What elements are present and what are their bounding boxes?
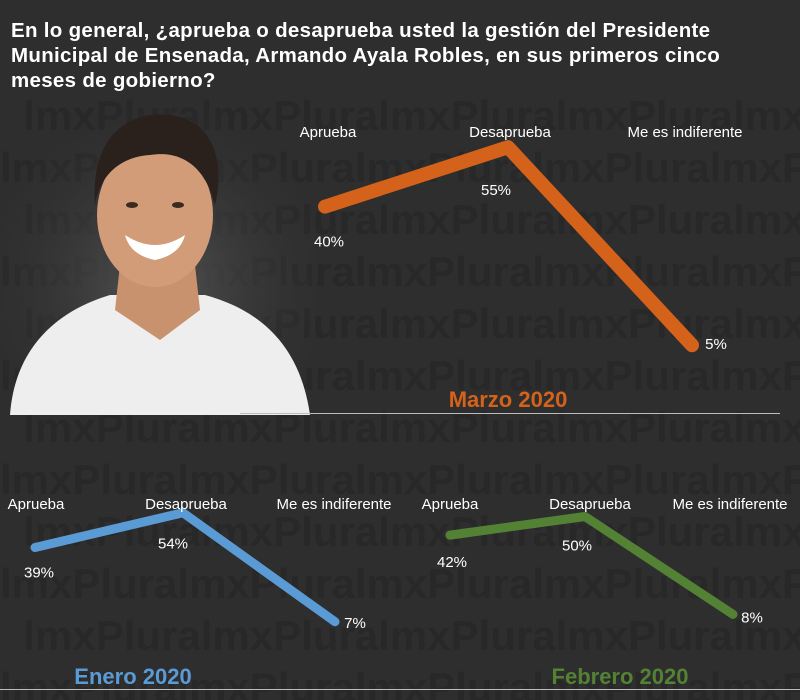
page-title: En lo general, ¿aprueba o desaprueba ust… bbox=[11, 19, 721, 92]
category-label: Aprueba bbox=[8, 496, 65, 513]
data-label: 54% bbox=[158, 536, 188, 553]
series-line bbox=[445, 512, 738, 619]
chart-title: Enero 2020 bbox=[74, 664, 191, 689]
category-label: Desaprueba bbox=[145, 496, 227, 513]
data-label: 42% bbox=[437, 554, 467, 571]
person-photo bbox=[0, 95, 315, 415]
divider-bottom bbox=[0, 689, 800, 690]
category-label: Desaprueba bbox=[469, 124, 551, 141]
data-label: 40% bbox=[314, 234, 344, 251]
chart-title: Marzo 2020 bbox=[449, 387, 568, 412]
category-label: Aprueba bbox=[300, 124, 357, 141]
data-label: 5% bbox=[705, 336, 727, 353]
category-label: Me es indiferente bbox=[276, 496, 391, 513]
data-label: 7% bbox=[344, 615, 366, 632]
category-label: Me es indiferente bbox=[672, 496, 787, 513]
series-line bbox=[318, 140, 699, 353]
data-label: 50% bbox=[562, 538, 592, 555]
category-label: Desaprueba bbox=[549, 496, 631, 513]
data-label: 55% bbox=[481, 182, 511, 199]
divider-top bbox=[240, 413, 780, 414]
data-label: 8% bbox=[741, 609, 763, 626]
data-label: 39% bbox=[24, 565, 54, 582]
category-label: Aprueba bbox=[422, 496, 479, 513]
category-label: Me es indiferente bbox=[627, 124, 742, 141]
chart-title: Febrero 2020 bbox=[552, 664, 689, 689]
series-line bbox=[30, 508, 340, 627]
